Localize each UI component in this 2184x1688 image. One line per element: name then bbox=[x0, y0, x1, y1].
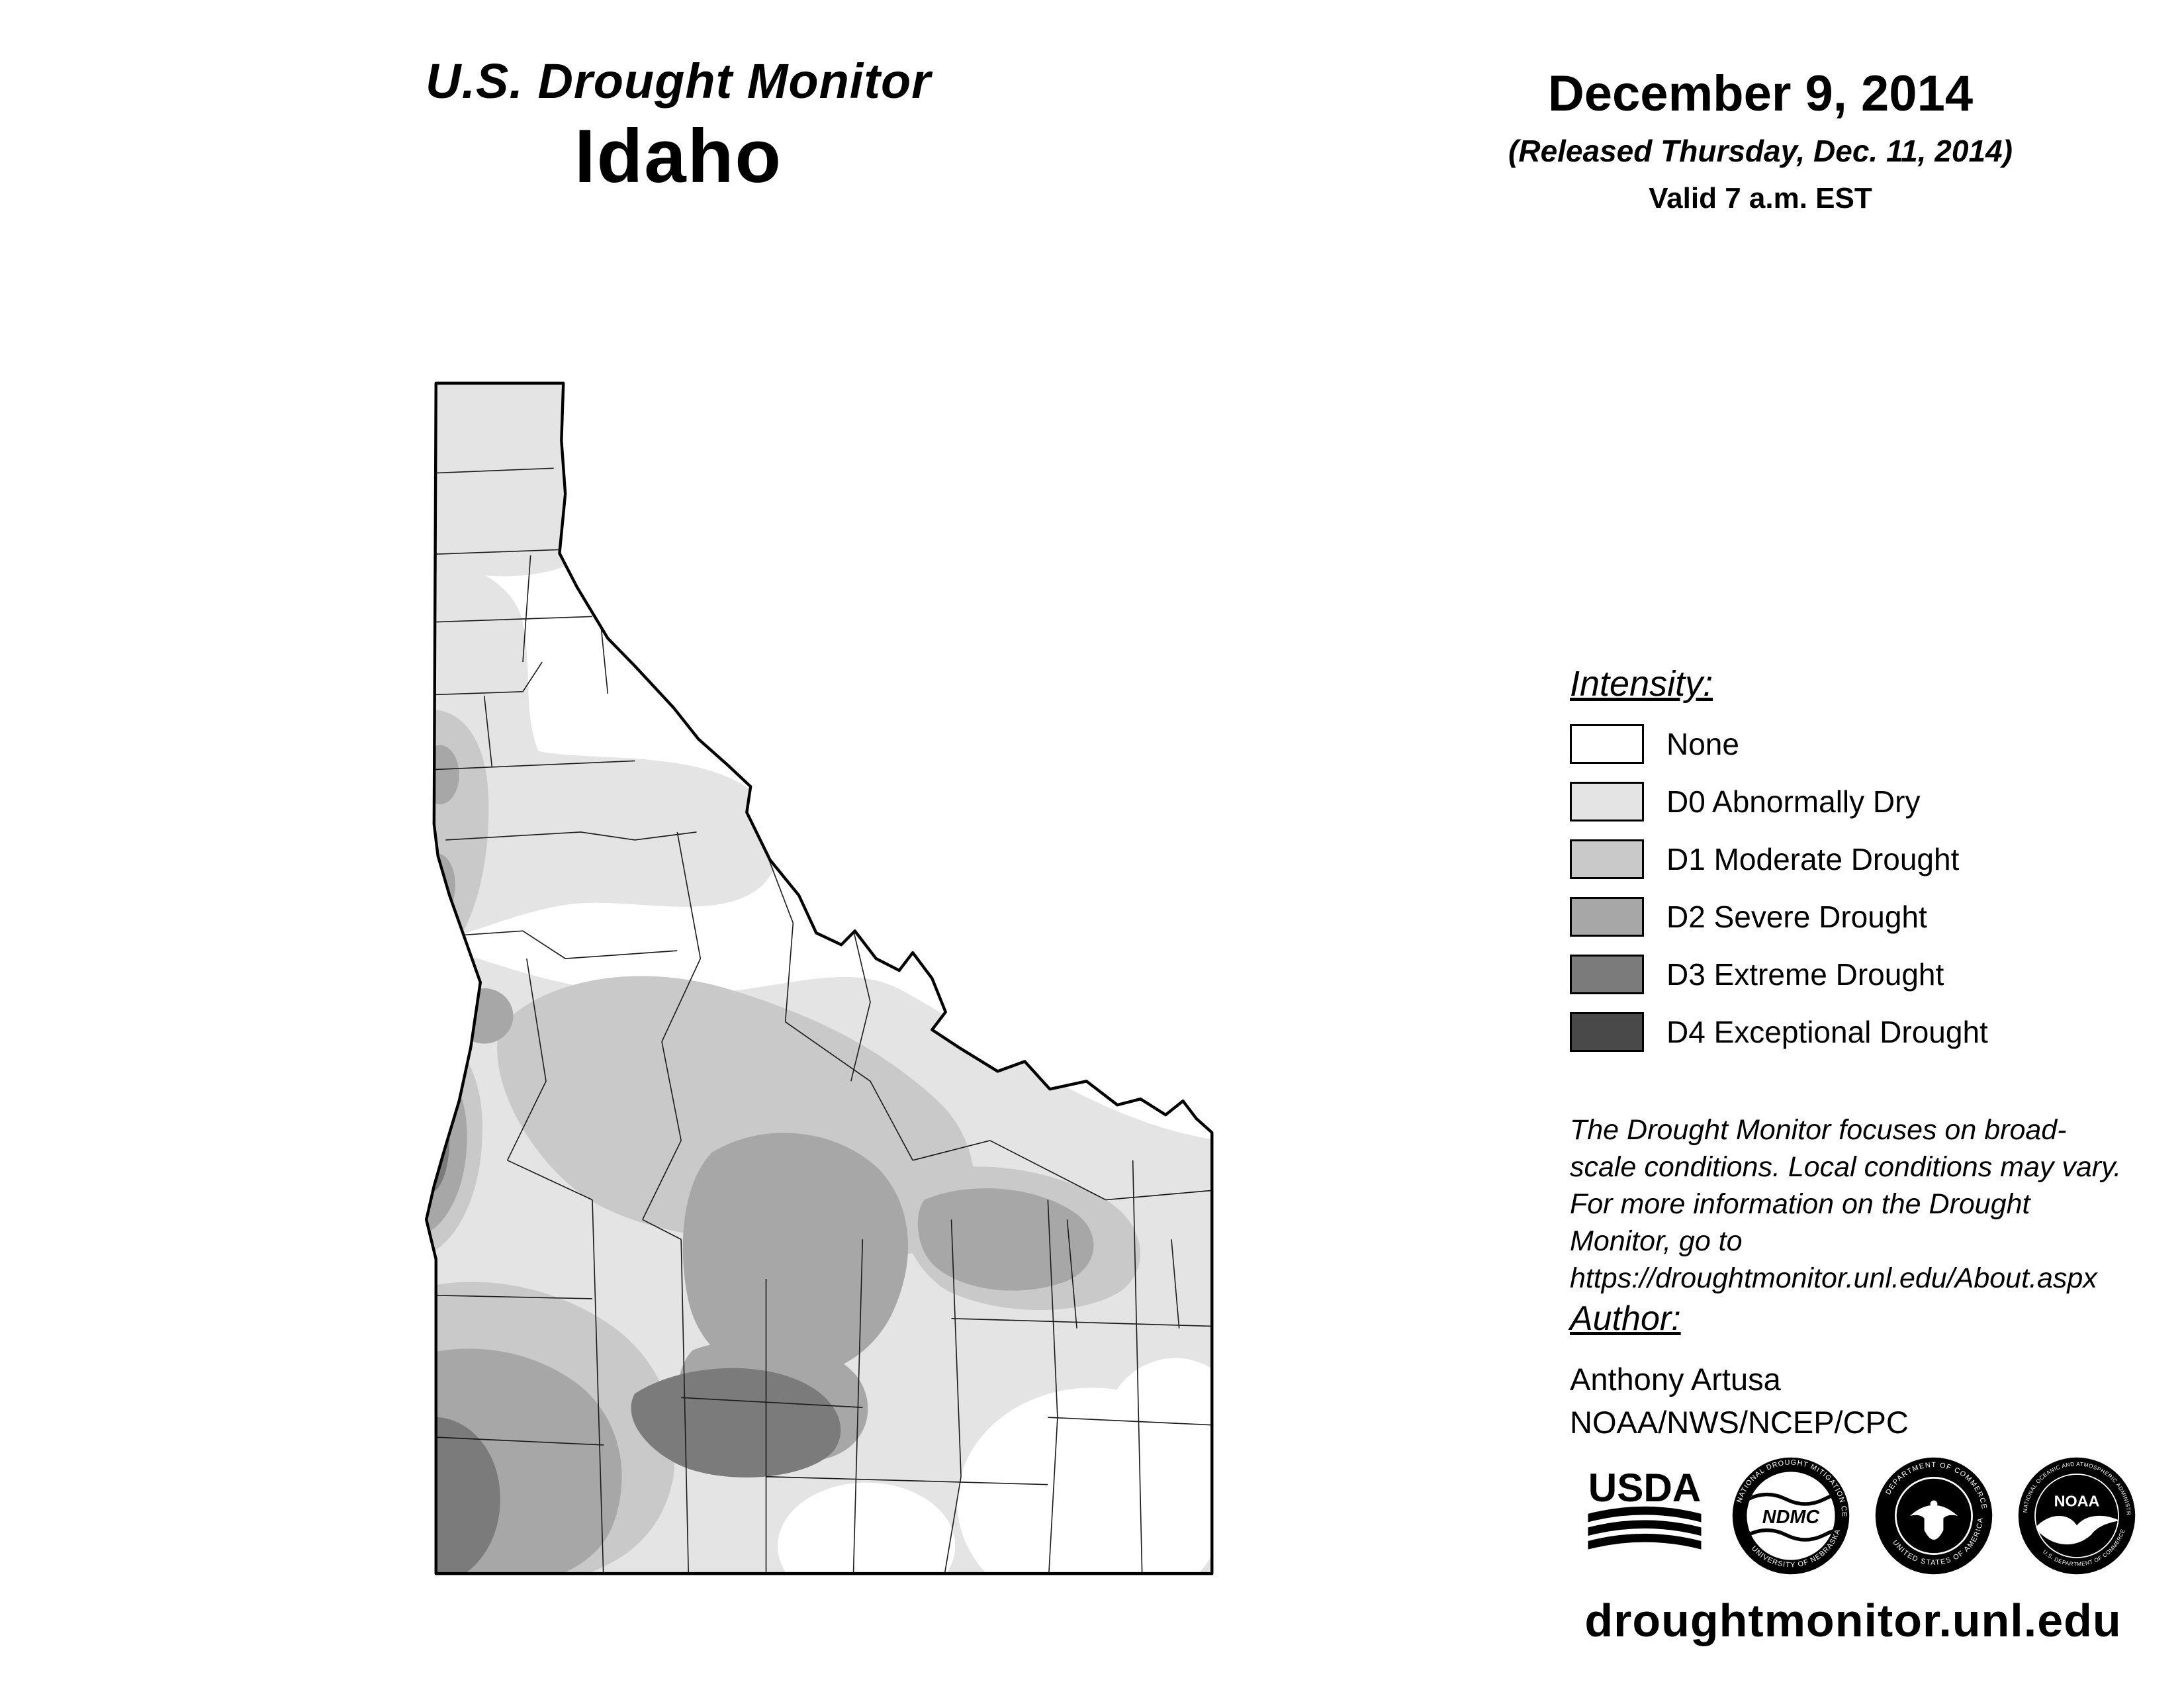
noaa-logo-text: NOAA bbox=[2054, 1493, 2100, 1510]
legend-label-d1: D1 Moderate Drought bbox=[1666, 842, 1960, 876]
swatch-none bbox=[1570, 724, 1644, 764]
swatch-d2 bbox=[1570, 897, 1644, 937]
noaa-logo: NATIONAL OCEANIC AND ATMOSPHERIC ADMINIS… bbox=[2017, 1456, 2136, 1575]
legend: Intensity: None D0 Abnormally Dry D1 Mod… bbox=[1570, 663, 1988, 1070]
released-date: (Released Thursday, Dec. 11, 2014) bbox=[1508, 134, 2013, 168]
noaa-gull-emblem bbox=[2035, 1515, 2118, 1545]
author-org: NOAA/NWS/NCEP/CPC bbox=[1570, 1405, 1909, 1440]
logo-row: USDA NATIONAL DROUGHT MITIGATION CENTER bbox=[1582, 1456, 2144, 1575]
map-date: December 9, 2014 bbox=[1547, 66, 1974, 122]
usda-logo-text: USDA bbox=[1588, 1466, 1701, 1510]
legend-row-d3: D3 Extreme Drought bbox=[1570, 955, 1988, 994]
valid-time: Valid 7 a.m. EST bbox=[1649, 182, 1872, 214]
legend-label-d3: D3 Extreme Drought bbox=[1666, 957, 1944, 992]
legend-row-none: None bbox=[1570, 724, 1988, 764]
title-block: U.S. Drought Monitor Idaho bbox=[265, 53, 1092, 200]
idaho-map-svg bbox=[424, 381, 1214, 1575]
legend-row-d1: D1 Moderate Drought bbox=[1570, 839, 1988, 879]
legend-label-none: None bbox=[1666, 727, 1739, 761]
ndmc-logo: NATIONAL DROUGHT MITIGATION CENTER UNIVE… bbox=[1731, 1456, 1850, 1575]
author-heading: Author: bbox=[1570, 1299, 1681, 1338]
date-block: December 9, 2014 (Released Thursday, Dec… bbox=[1423, 65, 2098, 215]
legend-row-d4: D4 Exceptional Drought bbox=[1570, 1012, 1988, 1052]
idaho-outline bbox=[424, 381, 1214, 1575]
idaho-drought-map bbox=[407, 365, 1218, 1591]
swatch-d1 bbox=[1570, 839, 1644, 879]
author-name: Anthony Artusa bbox=[1570, 1362, 1781, 1397]
legend-label-d2: D2 Severe Drought bbox=[1666, 900, 1927, 934]
legend-label-d4: D4 Exceptional Drought bbox=[1666, 1015, 1988, 1049]
swatch-d0 bbox=[1570, 782, 1644, 821]
page-title: U.S. Drought Monitor bbox=[426, 54, 931, 109]
swatch-d3 bbox=[1570, 955, 1644, 994]
author-block: Author: Anthony Artusa NOAA/NWS/NCEP/CPC bbox=[1570, 1299, 1909, 1440]
ndmc-logo-text: NDMC bbox=[1762, 1507, 1821, 1528]
legend-row-d0: D0 Abnormally Dry bbox=[1570, 782, 1988, 821]
site-url: droughtmonitor.unl.edu bbox=[1584, 1595, 2122, 1646]
county-lines bbox=[426, 467, 1212, 1574]
swatch-d4 bbox=[1570, 1012, 1644, 1052]
legend-row-d2: D2 Severe Drought bbox=[1570, 897, 1988, 937]
state-title: Idaho bbox=[574, 115, 782, 199]
department-of-commerce-seal: DEPARTMENT OF COMMERCE UNITED STATES OF … bbox=[1874, 1456, 1993, 1575]
legend-label-d0: D0 Abnormally Dry bbox=[1666, 784, 1921, 819]
doc-eagle-emblem bbox=[1910, 1505, 1958, 1540]
usda-logo: USDA bbox=[1582, 1463, 1707, 1569]
legend-heading: Intensity: bbox=[1570, 664, 1713, 704]
disclaimer-text: The Drought Monitor focuses on broad-sca… bbox=[1570, 1114, 2122, 1294]
